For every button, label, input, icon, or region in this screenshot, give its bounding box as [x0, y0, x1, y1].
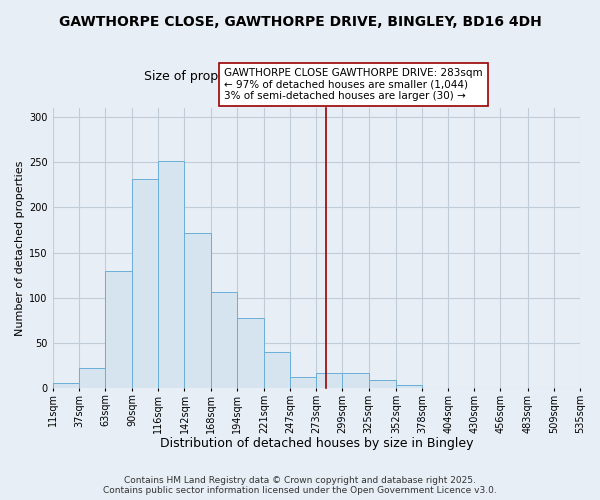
Bar [132, 178, 158, 388]
Title: Size of property relative to detached houses in Bingley: Size of property relative to detached ho… [144, 70, 488, 84]
Bar [290, 377, 316, 388]
Bar [158, 162, 184, 388]
Bar [79, 368, 105, 388]
Bar [396, 385, 422, 388]
Text: Contains HM Land Registry data © Crown copyright and database right 2025.
Contai: Contains HM Land Registry data © Crown c… [103, 476, 497, 495]
Bar [368, 380, 396, 388]
Y-axis label: Number of detached properties: Number of detached properties [15, 160, 25, 336]
Bar [184, 232, 211, 388]
X-axis label: Distribution of detached houses by size in Bingley: Distribution of detached houses by size … [160, 437, 473, 450]
Bar [264, 352, 290, 388]
Bar [237, 318, 264, 388]
Bar [343, 374, 368, 388]
Text: GAWTHORPE CLOSE GAWTHORPE DRIVE: 283sqm
← 97% of detached houses are smaller (1,: GAWTHORPE CLOSE GAWTHORPE DRIVE: 283sqm … [224, 68, 482, 101]
Bar [211, 292, 237, 388]
Text: GAWTHORPE CLOSE, GAWTHORPE DRIVE, BINGLEY, BD16 4DH: GAWTHORPE CLOSE, GAWTHORPE DRIVE, BINGLE… [59, 15, 541, 29]
Bar [105, 270, 132, 388]
Bar [53, 384, 79, 388]
Bar [316, 374, 343, 388]
